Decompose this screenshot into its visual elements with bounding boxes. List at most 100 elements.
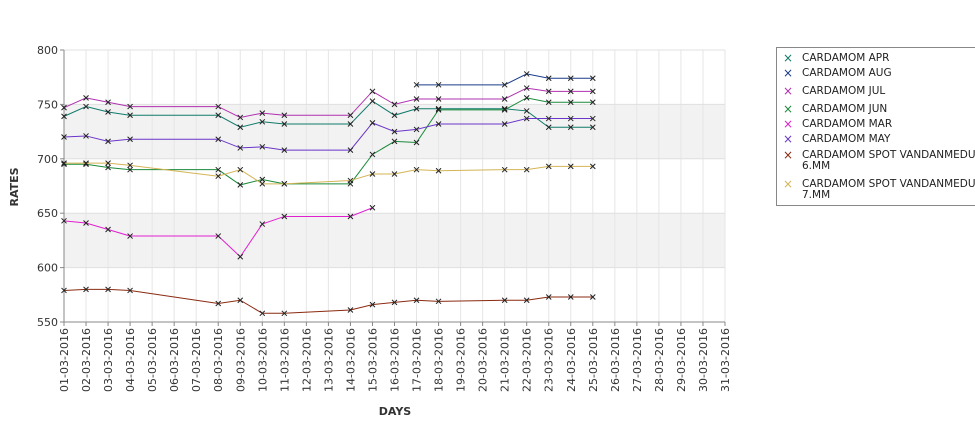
- series-5: [61, 115, 596, 153]
- data-point-marker: [83, 103, 89, 110]
- legend-label: CARDAMOM SPOT VANDANMEDU 7.MM: [802, 178, 975, 201]
- data-point-marker: [215, 233, 222, 239]
- series-line: [63, 207, 373, 258]
- data-point-marker: [347, 147, 354, 153]
- data-point-marker: [105, 99, 111, 106]
- data-point-marker: [259, 176, 266, 183]
- y-tick-label: 750: [37, 98, 58, 111]
- data-point-marker: [105, 286, 111, 293]
- x-tick-label: 20-03-2016: [477, 328, 490, 392]
- legend-label: CARDAMOM JUN: [802, 103, 888, 115]
- data-point-marker: [369, 98, 376, 104]
- data-point-marker: [589, 115, 596, 122]
- data-point-marker: [435, 96, 442, 102]
- data-point-marker: [259, 180, 266, 187]
- data-point-marker: [281, 112, 288, 119]
- data-point-marker: [545, 99, 552, 106]
- data-point-marker: [523, 108, 530, 114]
- data-point-marker: [61, 104, 67, 111]
- data-point-marker: [83, 286, 89, 293]
- legend-marker-icon: ×: [782, 51, 794, 65]
- grid-lines: [63, 49, 726, 323]
- data-point-marker: [545, 124, 552, 131]
- legend-marker-icon: ×: [782, 117, 794, 131]
- data-point-marker: [127, 287, 133, 294]
- series-1: [413, 71, 596, 88]
- legend-marker-icon: ×: [782, 132, 794, 146]
- x-tick-label: 08-03-2016: [212, 328, 225, 392]
- x-tick-label: 25-03-2016: [587, 328, 600, 392]
- data-point-marker: [127, 112, 133, 119]
- series-line: [64, 162, 593, 185]
- data-point-marker: [369, 151, 376, 158]
- x-tick-label: 11-03-2016: [278, 328, 291, 392]
- x-tick-label: 01-03-2016: [58, 328, 71, 392]
- data-point-marker: [391, 299, 398, 306]
- legend-label: CARDAMOM SPOT VANDANMEDU 6.MM: [802, 149, 975, 172]
- x-tick-label: 03-03-2016: [102, 328, 115, 392]
- data-point-marker: [501, 81, 508, 88]
- data-point-marker: [589, 124, 596, 131]
- data-point-marker: [237, 182, 244, 188]
- legend-label: CARDAMOM JUL: [802, 85, 886, 97]
- data-point-marker: [347, 213, 354, 220]
- y-tick-label: 700: [37, 153, 58, 166]
- data-point-marker: [215, 166, 222, 173]
- data-point-marker: [435, 81, 442, 88]
- data-point-marker: [237, 166, 244, 173]
- x-tick-label: 14-03-2016: [344, 328, 357, 392]
- data-point-marker: [215, 300, 222, 307]
- data-point-marker: [523, 85, 530, 91]
- x-tick-label: 22-03-2016: [521, 328, 534, 392]
- x-tick-label: 29-03-2016: [675, 328, 688, 392]
- data-point-marker: [215, 112, 222, 119]
- data-point-marker: [369, 171, 376, 177]
- data-point-marker: [545, 88, 552, 95]
- series-4: [61, 204, 376, 260]
- data-point-marker: [501, 297, 508, 304]
- legend: × CARDAMOM APR × CARDAMOM AUG × CARDAMOM JUL ×…: [776, 47, 975, 206]
- data-point-marker: [259, 310, 266, 317]
- data-point-marker: [127, 162, 133, 169]
- data-point-marker: [523, 166, 530, 173]
- data-point-marker: [545, 75, 552, 82]
- data-point-marker: [523, 297, 530, 304]
- data-point-marker: [501, 166, 508, 173]
- data-point-marker: [589, 88, 596, 95]
- legend-item: × CARDAMOM JUL: [781, 85, 886, 97]
- data-point-marker: [259, 143, 266, 150]
- x-tick-label: 09-03-2016: [234, 328, 247, 392]
- data-point-marker: [83, 160, 89, 167]
- data-point-marker: [61, 160, 67, 167]
- data-point-marker: [127, 233, 133, 239]
- data-point-marker: [61, 134, 67, 140]
- data-point-marker: [589, 163, 596, 170]
- data-point-marker: [127, 166, 133, 173]
- legend-item: × CARDAMOM JUN: [781, 103, 888, 115]
- x-tick-label: 15-03-2016: [366, 328, 379, 392]
- data-point-marker: [237, 253, 244, 260]
- series-line: [63, 87, 593, 118]
- x-tick-label: 18-03-2016: [433, 328, 446, 392]
- x-tick-label: 06-03-2016: [168, 328, 181, 392]
- data-point-marker: [567, 124, 574, 131]
- legend-item: × CARDAMOM APR: [781, 51, 889, 65]
- data-point-marker: [369, 120, 376, 126]
- data-point-marker: [215, 136, 222, 143]
- x-tick-label: 16-03-2016: [389, 328, 402, 392]
- x-tick-label: 07-03-2016: [190, 328, 203, 392]
- legend-marker-icon: ×: [782, 177, 794, 191]
- data-point-marker: [259, 118, 266, 125]
- data-point-marker: [83, 95, 89, 101]
- series-line: [63, 118, 593, 151]
- data-point-marker: [435, 167, 442, 174]
- data-point-marker: [413, 81, 420, 88]
- legend-item: × CARDAMOM MAR: [781, 117, 892, 131]
- data-point-marker: [281, 180, 288, 187]
- data-point-marker: [501, 105, 508, 112]
- y-tick-label: 600: [37, 262, 58, 275]
- data-point-marker: [589, 75, 596, 82]
- data-point-marker: [391, 128, 398, 135]
- data-point-marker: [523, 95, 530, 101]
